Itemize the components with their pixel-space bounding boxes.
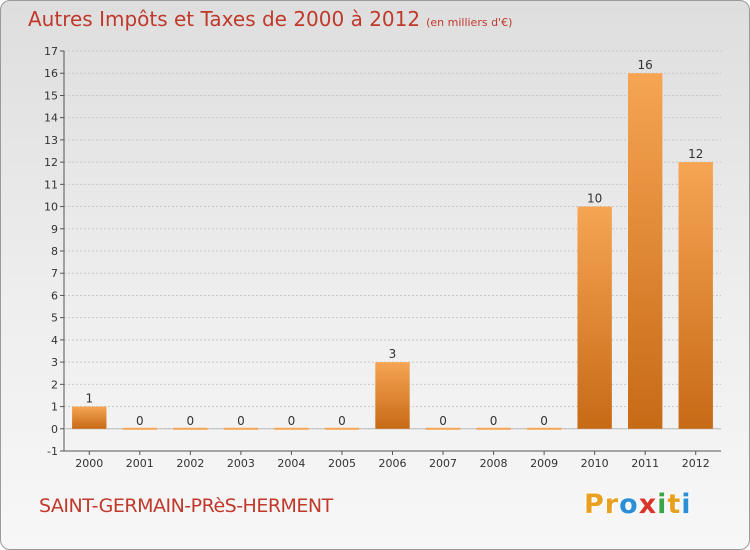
x-tick-label: 2002 xyxy=(176,457,204,470)
data-label: 0 xyxy=(490,414,498,428)
y-tick-label: 3 xyxy=(51,356,58,369)
x-tick-label: 2010 xyxy=(581,457,609,470)
logo-letter: P xyxy=(584,489,605,520)
y-tick-label: -1 xyxy=(47,445,58,458)
bars xyxy=(72,73,713,430)
bar xyxy=(72,406,107,429)
bar xyxy=(577,206,612,429)
x-tick-label: 2009 xyxy=(530,457,558,470)
y-tick-label: 4 xyxy=(51,334,58,347)
bar xyxy=(122,427,157,430)
data-label: 0 xyxy=(540,414,548,428)
logo-letter: o xyxy=(619,489,639,520)
x-tick-label: 2012 xyxy=(682,457,710,470)
y-tick-label: 16 xyxy=(44,67,58,80)
data-label: 0 xyxy=(439,414,447,428)
y-tick-label: 15 xyxy=(44,89,58,102)
x-tick-label: 2008 xyxy=(480,457,508,470)
chart-title: Autres Impôts et Taxes de 2000 à 2012 (en… xyxy=(28,7,512,31)
logo-letter: x xyxy=(638,489,658,520)
logo-letter: i xyxy=(681,489,692,520)
y-tick-label: 0 xyxy=(51,423,58,436)
x-tick-label: 2003 xyxy=(227,457,255,470)
logo-letter: r xyxy=(604,489,620,520)
y-tick-label: 13 xyxy=(44,134,58,147)
y-tick-label: 11 xyxy=(44,178,58,191)
commune-name: SAINT-GERMAIN-PRèS-HERMENT xyxy=(39,495,333,517)
x-tick-label: 2004 xyxy=(277,457,305,470)
y-tick-label: 10 xyxy=(44,201,58,214)
proxiti-logo: Proxiti xyxy=(584,489,692,520)
data-label: 10 xyxy=(587,192,602,206)
y-tick-label: 9 xyxy=(51,223,58,236)
y-tick-label: 1 xyxy=(51,401,58,414)
data-label: 0 xyxy=(187,414,195,428)
bar xyxy=(628,73,663,429)
x-tick-label: 2007 xyxy=(429,457,457,470)
bar xyxy=(476,427,511,430)
data-label: 0 xyxy=(237,414,245,428)
data-label: 0 xyxy=(288,414,296,428)
x-tick-label: 2011 xyxy=(631,457,659,470)
bar xyxy=(425,427,461,430)
bar xyxy=(526,427,562,430)
y-tick-label: 5 xyxy=(51,312,58,325)
title-unit: (en milliers d'€) xyxy=(426,16,513,29)
y-tick-label: 6 xyxy=(51,289,58,302)
x-tick-label: 2005 xyxy=(328,457,356,470)
bar xyxy=(274,427,309,430)
logo-letter: t xyxy=(667,489,682,520)
bar xyxy=(375,362,410,429)
x-tick-label: 2006 xyxy=(379,457,407,470)
bar xyxy=(173,427,208,430)
y-tick-label: 2 xyxy=(51,378,58,391)
y-tick-label: 8 xyxy=(51,245,58,258)
title-text: Autres Impôts et Taxes de 2000 à 2012 xyxy=(28,7,421,31)
data-label: 3 xyxy=(389,347,397,361)
y-tick-label: 17 xyxy=(44,45,58,58)
y-tick-label: 7 xyxy=(51,267,58,280)
data-label: 0 xyxy=(136,414,144,428)
y-tick-label: 14 xyxy=(44,112,58,125)
x-tick-label: 2000 xyxy=(75,457,103,470)
data-label: 16 xyxy=(638,58,653,72)
data-label: 1 xyxy=(85,392,93,406)
bar xyxy=(678,162,713,429)
y-tick-label: 12 xyxy=(44,156,58,169)
bar xyxy=(324,427,360,430)
logo-letter: i xyxy=(657,489,668,520)
data-label: 0 xyxy=(338,414,346,428)
bar xyxy=(223,427,259,430)
data-label: 12 xyxy=(688,147,703,161)
x-tick-label: 2001 xyxy=(126,457,154,470)
